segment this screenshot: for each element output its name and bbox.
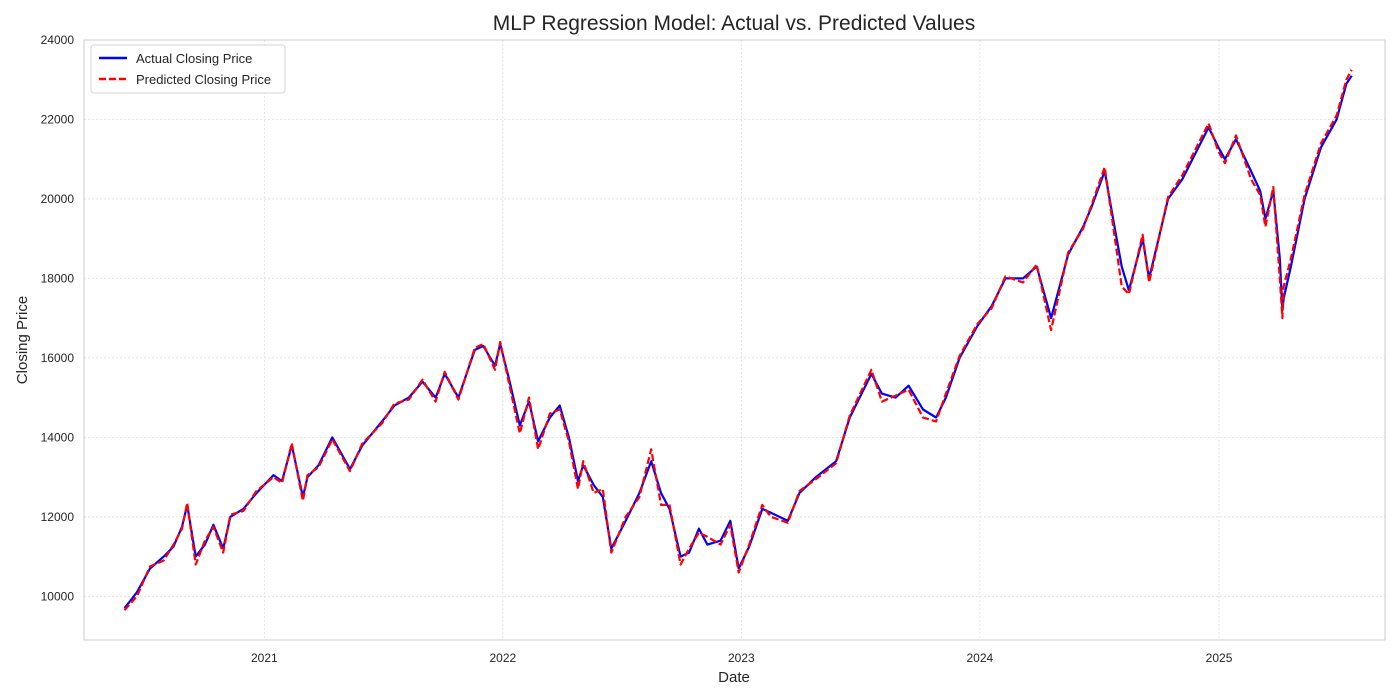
legend-predicted-label: Predicted Closing Price <box>136 72 271 87</box>
y-tick-label: 16000 <box>41 351 75 365</box>
legend: Actual Closing Price Predicted Closing P… <box>90 44 286 94</box>
plot-frame <box>83 39 1386 641</box>
x-tick-label: 2023 <box>728 651 755 665</box>
predicted-closing-price-line <box>123 69 1353 611</box>
x-axis-title: Date <box>718 669 750 686</box>
y-tick-label: 20000 <box>41 192 75 206</box>
x-tick-label: 2021 <box>251 651 278 665</box>
tick-labels: 10000 12000 14000 16000 18000 20000 22000 24000… <box>41 33 1233 665</box>
actual-closing-price-line <box>123 75 1353 609</box>
y-tick-label: 14000 <box>41 430 75 444</box>
legend-box <box>90 44 286 94</box>
y-tick-label: 22000 <box>41 112 75 126</box>
x-tick-label: 2025 <box>1206 651 1233 665</box>
grid <box>84 39 1385 640</box>
x-tick-label: 2022 <box>490 651 517 665</box>
y-axis-title: Closing Price <box>14 296 31 384</box>
x-tick-label: 2024 <box>967 651 994 665</box>
chart-title: MLP Regression Model: Actual vs. Predict… <box>493 12 975 35</box>
y-tick-label: 10000 <box>41 589 75 603</box>
series-group <box>123 69 1353 611</box>
y-tick-label: 12000 <box>41 510 75 524</box>
y-tick-label: 18000 <box>41 271 75 285</box>
legend-actual-label: Actual Closing Price <box>136 51 252 66</box>
y-tick-label: 24000 <box>41 33 75 47</box>
